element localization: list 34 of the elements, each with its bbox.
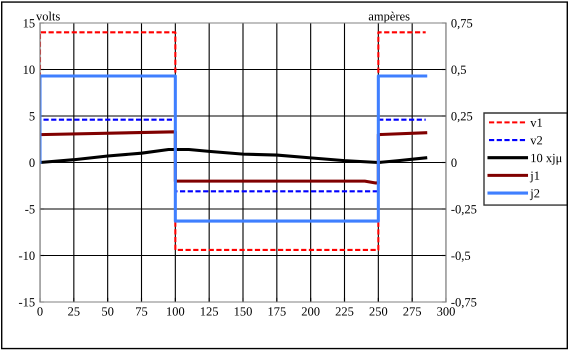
y2-axis-title: ampères [368, 12, 410, 23]
x-tick-label: 0 [37, 307, 43, 316]
y2-tick-label: 0,5 [451, 66, 466, 76]
x-tick-label: 100 [167, 307, 184, 316]
y2-tick-label: -0,5 [451, 252, 470, 262]
x-tick-label: 225 [336, 307, 354, 316]
y-tick-label: -15 [18, 298, 35, 306]
y-tick-label: -10 [18, 252, 35, 260]
x-tick-label: 50 [102, 307, 114, 316]
x-tick-label: 175 [268, 307, 286, 316]
y-tick-label: 0 [29, 158, 35, 167]
x-tick-label: 200 [302, 307, 320, 316]
x-tick-label: 75 [136, 307, 148, 316]
legend-label: j1 [530, 171, 540, 182]
legend-label: 10 xjμ [531, 154, 562, 165]
x-tick-label: 125 [200, 307, 218, 316]
y-tick-label: 10 [24, 66, 35, 74]
y-tick-label: 5 [30, 112, 35, 120]
y-axis-title: volts [36, 12, 60, 20]
y2-tick-label: 0,25 [451, 112, 472, 122]
y-tick-label: -5 [25, 205, 35, 214]
y2-tick-label: -0,25 [451, 205, 476, 216]
x-tick-label: 300 [437, 307, 455, 316]
y2-tick-label: 0 [451, 158, 457, 167]
legend-label: v1 [530, 118, 542, 127]
x-tick-label: 275 [403, 307, 422, 316]
x-tick-label: 250 [370, 307, 388, 316]
y2-tick-label: -0,75 [451, 298, 476, 308]
legend-label: j2 [530, 189, 540, 200]
legend-label: v2 [530, 136, 542, 145]
y2-tick-label: 0,75 [451, 19, 472, 30]
y-tick-label: 15 [24, 19, 35, 28]
x-tick-label: 25 [68, 307, 80, 316]
x-tick-label: 150 [234, 307, 252, 316]
